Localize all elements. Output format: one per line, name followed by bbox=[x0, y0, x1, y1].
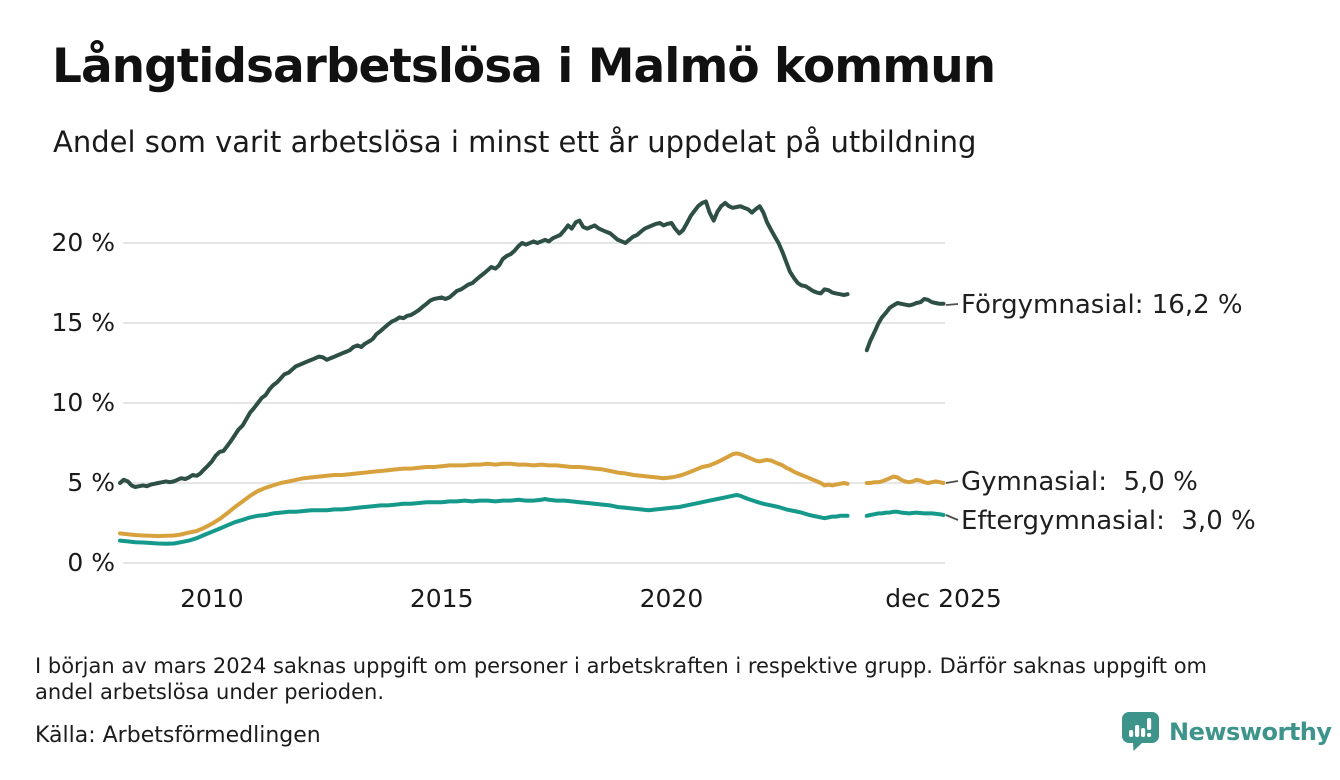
y-tick-20: 20 % bbox=[51, 228, 115, 257]
footnote: I början av mars 2024 saknas uppgift om … bbox=[35, 653, 1330, 705]
y-tick-15: 15 % bbox=[51, 308, 115, 337]
label-connector-gymnasial bbox=[945, 480, 959, 484]
exclamation-bar bbox=[1147, 718, 1152, 730]
footnote-line-2: andel arbetslösa under perioden. bbox=[35, 680, 385, 704]
series-label-forgymnasial: Förgymnasial: 16,2 % bbox=[961, 290, 1243, 320]
series-gymnasial-line bbox=[118, 451, 946, 539]
source-text: Källa: Arbetsförmedlingen bbox=[35, 723, 321, 748]
newsworthy-wordmark: Newsworthy bbox=[1169, 717, 1332, 746]
bar-medium bbox=[1141, 728, 1146, 737]
series-label-eftergymnasial: Eftergymnasial: 3,0 % bbox=[961, 506, 1256, 536]
x-tick-dec2025: dec 2025 bbox=[885, 584, 1002, 613]
label-connector-forgymnasial bbox=[945, 303, 959, 306]
x-tick-2020: 2020 bbox=[639, 584, 704, 613]
series-lines bbox=[118, 199, 946, 546]
series-eftergymnasial-line bbox=[118, 493, 946, 546]
newsworthy-brand: Newsworthy bbox=[1121, 711, 1332, 752]
series-label-gymnasial: Gymnasial: 5,0 % bbox=[961, 467, 1198, 497]
y-tick-10: 10 % bbox=[51, 388, 115, 417]
x-tick-2015: 2015 bbox=[409, 584, 474, 613]
page-title: Långtidsarbetslösa i Malmö kommun bbox=[52, 39, 996, 94]
label-connector-eftergymnasial bbox=[945, 514, 959, 521]
exclamation-dot bbox=[1147, 733, 1152, 737]
label-connectors bbox=[945, 303, 959, 521]
footnote-line-1: I början av mars 2024 saknas uppgift om … bbox=[35, 654, 1208, 678]
page-subtitle: Andel som varit arbetslösa i minst ett å… bbox=[53, 125, 977, 159]
y-tick-5: 5 % bbox=[67, 468, 115, 497]
y-tick-0: 0 % bbox=[67, 548, 115, 577]
chart-bubble-icon bbox=[1122, 712, 1159, 751]
x-tick-2010: 2010 bbox=[180, 584, 244, 613]
series-forgymnasial-line bbox=[118, 199, 946, 489]
gridlines bbox=[123, 242, 945, 564]
bar-tall bbox=[1135, 725, 1140, 737]
bubble-shape bbox=[1122, 712, 1159, 751]
bar-small bbox=[1129, 730, 1134, 737]
